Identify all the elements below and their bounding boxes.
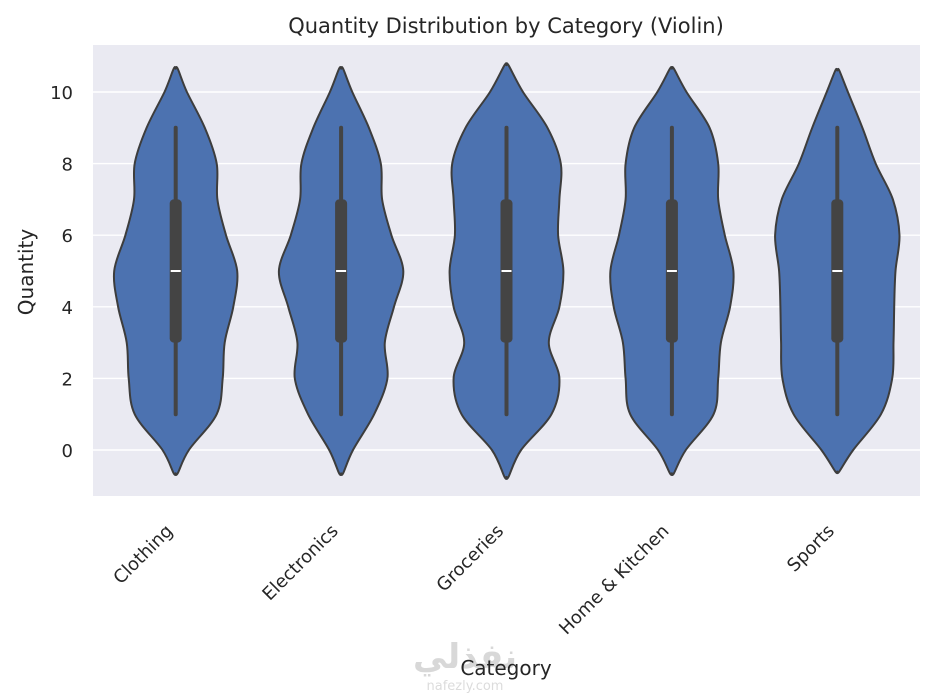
violins <box>112 62 901 480</box>
y-tick-label: 8 <box>62 155 73 176</box>
x-axis-label: Category <box>460 656 552 680</box>
violin-home-kitchen <box>609 66 735 476</box>
violin-electronics <box>277 66 405 476</box>
x-tick-label: Groceries <box>433 521 509 597</box>
x-tick-label: Sports <box>783 521 839 577</box>
y-tick-label: 6 <box>62 226 73 247</box>
watermark-arabic: نفذلي <box>413 637 517 677</box>
watermark: نفذلي nafezly.com <box>413 637 517 694</box>
y-tick-label: 4 <box>62 298 73 319</box>
watermark-latin: nafezly.com <box>427 679 504 694</box>
y-axis-label: Quantity <box>14 229 38 316</box>
y-tick-label: 10 <box>50 83 73 104</box>
x-tick-label: Electronics <box>258 521 342 605</box>
y-tick-label: 2 <box>62 369 73 390</box>
x-tick-label: Clothing <box>109 521 177 589</box>
y-tick-label: 0 <box>62 441 73 462</box>
y-tick-labels: 0 2 4 6 8 10 <box>50 83 73 462</box>
x-tick-labels: Clothing Electronics Groceries Home & Kitch… <box>109 521 838 639</box>
violin-sports <box>774 67 901 475</box>
violin-groceries <box>448 62 565 480</box>
x-tick-label: Home & Kitchen <box>555 521 673 639</box>
violin-clothing <box>112 66 239 476</box>
chart-title: Quantity Distribution by Category (Violi… <box>288 14 724 38</box>
